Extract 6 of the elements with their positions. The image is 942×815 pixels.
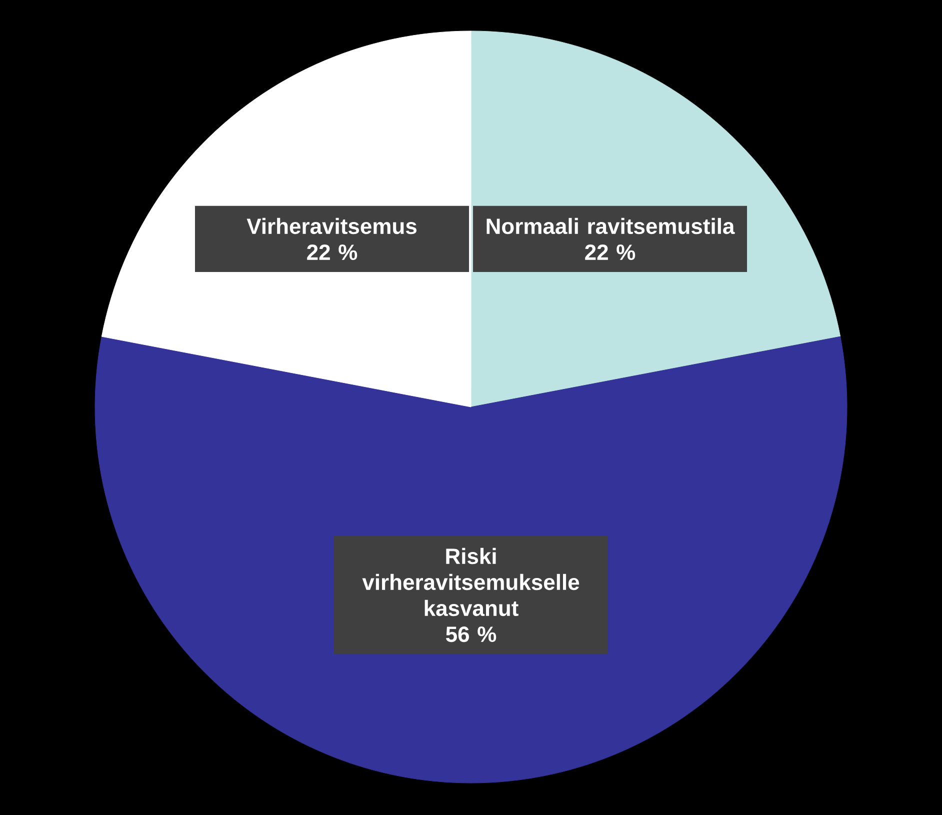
data-label: 56 % — [446, 626, 496, 642]
slice-label: Riski virheravitsemukselle kasvanut — [362, 548, 580, 616]
data-label: 22 % — [307, 244, 358, 260]
slice-label: Virheravitsemus — [246, 218, 416, 234]
slice-label: Normaali ravitsemustila — [486, 218, 735, 234]
data-label: 22 % — [585, 244, 636, 260]
